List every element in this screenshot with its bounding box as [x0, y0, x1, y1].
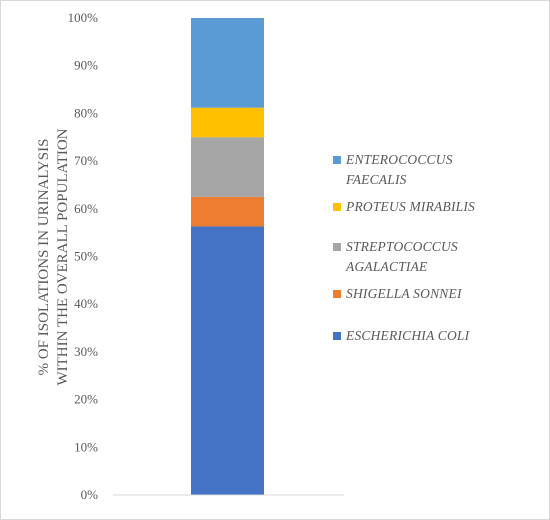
- legend-swatch: [333, 203, 341, 211]
- legend-label: FAECALIS: [345, 172, 407, 187]
- y-tick-label: 60%: [74, 201, 98, 216]
- legend-swatch: [333, 290, 341, 298]
- y-tick-label: 100%: [68, 10, 99, 25]
- y-axis-title-line-1: % OF ISOLATIONS IN URINALYSIS: [36, 139, 52, 376]
- y-axis-title: % OF ISOLATIONS IN URINALYSIS WITHIN THE…: [36, 128, 71, 385]
- bar-segment-escherichia-coli: [191, 226, 264, 495]
- y-tick-label: 30%: [74, 344, 98, 359]
- y-tick-label: 50%: [74, 249, 98, 264]
- legend-label: SHIGELLA SONNEI: [346, 286, 463, 301]
- legend-label: PROTEUS MIRABILIS: [345, 199, 475, 214]
- y-tick-label: 40%: [74, 296, 98, 311]
- y-tick-label: 0%: [81, 487, 99, 502]
- y-tick-label: 80%: [74, 105, 98, 120]
- y-tick-label: 90%: [74, 58, 98, 73]
- legend-label: STREPTOCOCCUS: [346, 239, 458, 254]
- legend-label: ENTEROCOCCUS: [345, 152, 453, 167]
- legend-swatch: [333, 332, 341, 340]
- y-tick-label: 20%: [74, 392, 98, 407]
- y-axis-title-line-2: WITHIN THE OVERALL POPULATION: [55, 128, 71, 385]
- legend: ENTEROCOCCUS FAECALIS PROTEUS MIRABILIS STR…: [333, 152, 475, 343]
- legend-swatch: [333, 243, 341, 251]
- bar-segment-streptococcus-agalactiae: [191, 137, 264, 197]
- y-tick-label: 70%: [74, 153, 98, 168]
- bar-segment-shigella-sonnei: [191, 196, 264, 227]
- legend-swatch: [333, 156, 341, 164]
- bar-segment-proteus-mirabilis: [191, 107, 264, 138]
- y-axis-ticks: 0% 10% 20% 30% 40% 50% 60% 70% 80% 90% 100%: [68, 10, 99, 502]
- bar-segments: [191, 18, 264, 495]
- legend-label: AGALACTIAE: [345, 259, 428, 274]
- bar-segment-enterococcus-faecalis: [191, 18, 264, 108]
- y-tick-label: 10%: [74, 439, 98, 454]
- legend-label: ESCHERICHIA COLI: [345, 328, 471, 343]
